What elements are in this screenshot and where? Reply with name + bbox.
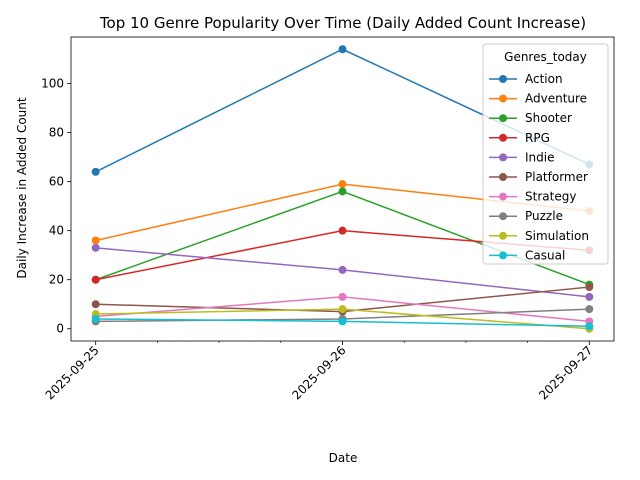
y-tick-label: 0 [56,322,64,336]
legend: Genres_today Action Adventure Shooter RPG Ind… [482,43,609,265]
legend-entry: Indie [489,150,554,164]
legend-label: Shooter [525,111,572,125]
legend-entry: Platformer [489,170,588,184]
series-indie [91,243,594,301]
legend-entry: Shooter [489,111,572,125]
legend-entry: RPG [489,131,550,145]
legend-label: Indie [525,150,554,164]
data-point [338,317,347,326]
legend-marker [499,192,507,201]
data-point [338,187,347,196]
x-tick-label: 2025-09-25 [43,343,102,402]
legend-label: Simulation [525,229,589,243]
legend-marker [499,173,507,181]
y-tick-label: 40 [49,224,64,238]
data-point [338,226,347,235]
legend-label: Puzzle [525,209,563,223]
x-tick-label: 2025-09-26 [289,343,348,402]
legend-marker [499,251,507,260]
data-point [585,322,594,331]
data-point [338,265,347,274]
legend-entry: Casual [489,248,565,262]
legend-entry: Action [489,72,563,86]
series-casual [91,314,594,331]
data-point [338,305,347,314]
x-axis: 2025-09-25 2025-09-26 2025-09-27 [43,341,595,402]
legend-marker [499,153,507,162]
legend-label: Strategy [525,190,576,204]
data-point [91,236,100,245]
legend-entry: Simulation [489,229,589,243]
legend-entry: Strategy [489,190,576,204]
data-point [338,180,347,189]
y-tick-label: 100 [41,77,64,91]
y-tick-label: 80 [49,126,64,140]
data-point [585,292,594,301]
legend-entry: Adventure [489,92,587,106]
data-point [91,167,100,176]
legend-marker [499,231,507,240]
data-point [585,283,594,292]
legend-marker [499,75,507,83]
legend-marker [499,94,507,103]
legend-label: Adventure [525,92,587,106]
legend-marker [499,133,507,142]
legend-marker [499,212,507,221]
x-tick-label: 2025-09-27 [536,343,595,402]
legend-label: Casual [525,248,565,262]
legend-label: Platformer [525,170,588,184]
data-point [91,314,100,323]
x-axis-label: Date [329,451,358,465]
legend-title: Genres_today [504,50,587,64]
data-point [338,292,347,301]
data-point [91,275,100,284]
y-tick-label: 20 [49,273,64,287]
y-axis: 0 20 40 60 80 100 [41,77,71,336]
data-point [91,243,100,252]
legend-label: Action [525,72,563,86]
data-point [91,300,100,309]
legend-label: RPG [525,131,550,145]
data-point [585,305,594,314]
legend-marker [499,114,507,123]
y-axis-label: Daily Increase in Added Count [15,97,29,279]
chart-title: Top 10 Genre Popularity Over Time (Daily… [99,14,586,32]
legend-entry: Puzzle [489,209,563,223]
data-point [338,45,347,54]
y-tick-label: 60 [49,175,64,189]
